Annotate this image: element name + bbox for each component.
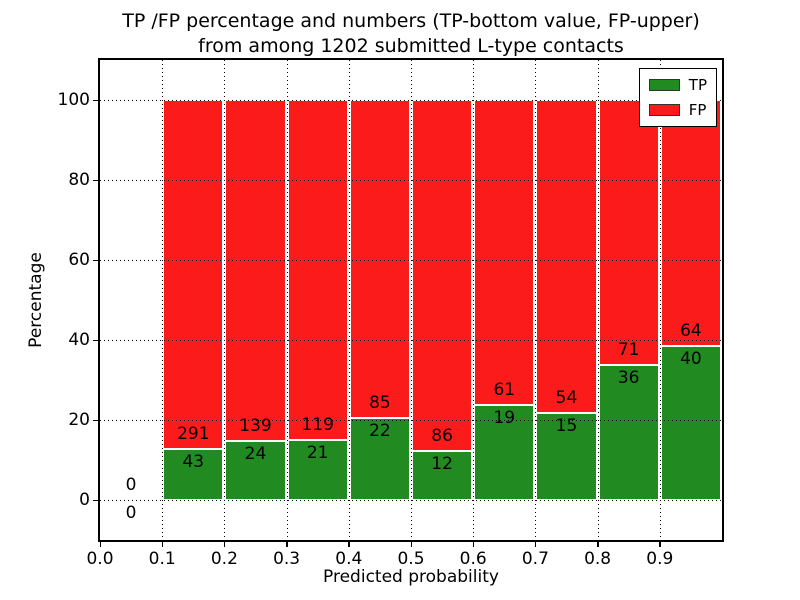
- x-gridline: [162, 60, 163, 540]
- fp-count-label: 85: [369, 392, 391, 413]
- tp-count-label: 43: [182, 451, 205, 472]
- x-tick-label: 0.1: [148, 549, 176, 569]
- bar-fp-segment: [474, 100, 535, 405]
- x-gridline: [411, 60, 412, 540]
- x-tick: [99, 542, 101, 547]
- tp-count-label: 36: [617, 368, 640, 389]
- y-tick: [93, 499, 98, 501]
- x-tick: [597, 542, 599, 547]
- bar-tp-segment: [660, 346, 721, 500]
- x-tick: [286, 542, 288, 547]
- bar-fp-segment: [163, 100, 224, 449]
- bar-fp-segment: [536, 100, 597, 414]
- x-gridline: [535, 60, 536, 540]
- bar-tp-segment: [287, 440, 348, 500]
- y-tick-label: 100: [57, 90, 90, 110]
- chart-title-line1: TP /FP percentage and numbers (TP-bottom…: [122, 10, 700, 32]
- y-tick-label: 20: [68, 410, 90, 430]
- bar-tp-segment: [412, 451, 473, 500]
- fp-count-label: 64: [680, 321, 702, 342]
- fp-count-label: 86: [431, 426, 453, 447]
- bar-fp-segment: [349, 100, 410, 418]
- legend-entry-tp: TP: [648, 76, 707, 94]
- x-tick-label: 0.7: [521, 549, 549, 569]
- x-gridline: [287, 60, 288, 540]
- y-tick-label: 40: [68, 330, 90, 350]
- bar-fp-segment: [412, 100, 473, 452]
- fp-count-label: 54: [555, 388, 578, 409]
- x-gridline: [473, 60, 474, 540]
- x-tick: [472, 542, 475, 547]
- tp-count-label: 40: [680, 349, 702, 370]
- y-tick: [93, 419, 98, 421]
- legend-label: FP: [688, 101, 707, 119]
- x-gridline: [598, 60, 599, 540]
- x-gridline: [349, 60, 350, 540]
- x-tick: [348, 542, 350, 547]
- fp-count-label: 71: [617, 340, 640, 361]
- y-tick: [93, 179, 98, 181]
- bar-tp-segment: [349, 417, 410, 500]
- bar-tp-segment: [536, 413, 597, 500]
- x-axis-label: Predicted probability: [323, 567, 499, 587]
- x-gridline: [660, 60, 661, 540]
- x-tick: [534, 542, 537, 547]
- x-gridline: [224, 60, 225, 540]
- bar-tp-segment: [225, 441, 286, 500]
- legend-label: TP: [688, 76, 707, 94]
- bar-tp-segment: [598, 365, 659, 500]
- x-tick-label: 0.4: [335, 549, 363, 569]
- x-tick-label: 0.2: [210, 549, 238, 569]
- tp-count-label: 0: [125, 503, 137, 523]
- fp-count-label: 119: [301, 415, 334, 435]
- y-tick-label: 0: [79, 490, 90, 510]
- y-tick-label: 80: [68, 170, 90, 190]
- plot-area: TP FP 0 0 291 43 139 24 119 21 85 22 86 12 61 19 54 15 71…: [98, 58, 724, 542]
- tp-count-label: 15: [555, 416, 578, 437]
- x-tick-label: 0.9: [646, 549, 674, 569]
- fp-count-label: 0: [125, 475, 137, 495]
- bar-tp-segment: [163, 448, 224, 500]
- y-tick-label: 60: [68, 250, 90, 270]
- legend: TP FP: [638, 68, 717, 127]
- chart-title-line2: from among 1202 submitted L-type contact…: [198, 35, 624, 57]
- bar-fp-segment: [598, 100, 659, 366]
- y-tick: [93, 339, 98, 341]
- tp-count-label: 22: [369, 420, 391, 441]
- x-tick-label: 0.6: [459, 549, 487, 569]
- tp-count-label: 21: [306, 443, 329, 463]
- tp-count-label: 19: [493, 408, 516, 428]
- tp-count-label: 12: [431, 454, 453, 475]
- fp-swatch: [648, 104, 680, 116]
- x-tick-label: 0.8: [584, 549, 612, 569]
- bar-fp-segment: [287, 100, 348, 440]
- chart-title: TP /FP percentage and numbers (TP-bottom…: [98, 9, 724, 59]
- y-tick: [93, 99, 98, 101]
- x-tick-label: 0.5: [397, 549, 425, 569]
- x-tick-label: 0.0: [86, 549, 114, 569]
- fp-count-label: 291: [177, 423, 210, 444]
- fp-count-label: 61: [493, 380, 516, 400]
- tp-count-label: 24: [244, 444, 267, 465]
- x-tick: [161, 542, 164, 547]
- tp-swatch: [648, 79, 680, 91]
- legend-entry-fp: FP: [648, 101, 707, 119]
- fp-count-label: 139: [239, 416, 272, 437]
- x-tick-label: 0.3: [273, 549, 301, 569]
- x-tick: [223, 542, 226, 547]
- bar-fp-segment: [225, 100, 286, 442]
- x-tick: [659, 542, 661, 547]
- x-tick: [410, 542, 412, 547]
- bar-fp-segment: [660, 100, 721, 347]
- y-tick: [93, 259, 98, 261]
